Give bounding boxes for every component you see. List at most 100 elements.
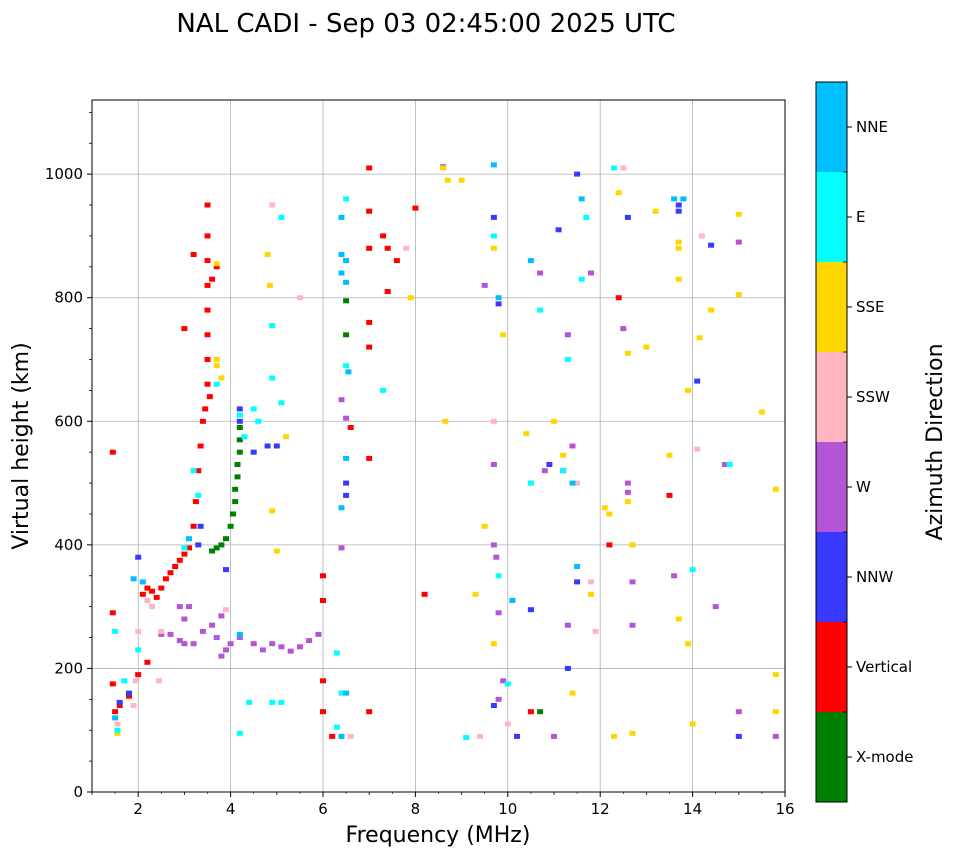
colorbar-segment-nne [816,82,847,173]
point-nnw [236,406,243,412]
point-vertical [202,406,209,412]
x-tick-label: 8 [411,800,421,818]
y-tick-label: 800 [54,289,83,307]
point-sse [689,721,696,727]
point-sse [213,363,220,369]
point-x-mode [213,545,220,551]
point-vertical [320,573,326,579]
point-nne [671,196,678,202]
point-w [481,282,488,288]
point-nnw [546,462,553,467]
point-w [564,332,571,338]
point-nne [574,564,581,569]
x-tick-label: 6 [318,800,328,818]
point-ssw [698,233,705,239]
point-e [333,650,340,656]
point-sse [442,418,449,424]
point-vertical [366,709,373,715]
point-e [583,214,590,220]
point-w [199,628,206,634]
point-nnw [675,208,682,214]
point-sse [675,245,682,251]
point-vertical [190,523,197,529]
point-e [255,418,262,424]
point-vertical [172,564,179,569]
point-w [158,631,165,637]
point-ssw [149,604,156,610]
point-vertical [384,289,391,294]
point-vertical [195,468,202,474]
point-e [195,492,202,498]
point-vertical [149,588,156,594]
point-vertical [153,594,160,600]
point-e [135,647,142,653]
point-sse [490,245,497,251]
point-e [190,468,197,474]
x-axis-label: Frequency (MHz) [346,823,531,848]
x-axis-ticks: 2 4 6 8 10 12 14 16 [91,792,795,818]
colorbar-segment-vertical [816,622,847,713]
colorbar-label: Azimuth Direction [923,343,948,540]
point-nne [338,214,345,220]
point-w [213,635,220,640]
x-tick-label: 4 [226,800,236,818]
point-vertical [366,455,373,461]
point-ssw [158,628,165,634]
point-e [269,699,276,705]
point-vertical [527,709,534,715]
point-nnw [574,579,581,585]
colorbar-tick-label: E [856,208,865,226]
point-vertical [204,332,211,338]
point-e [611,165,618,171]
point-w [186,604,192,610]
point-sse [213,357,220,362]
point-w [218,653,225,659]
point-vertical [366,319,373,325]
point-vertical [109,610,116,616]
point-nne [338,505,345,511]
point-sse [269,508,276,514]
point-ssw [114,721,121,727]
point-ssw [296,295,303,301]
point-e [269,375,276,381]
point-nnw [197,523,204,529]
point-e [112,628,119,634]
point-nnw [343,492,350,498]
point-nnw [195,542,202,548]
point-sse [213,261,220,267]
point-vertical [197,443,204,449]
point-nne [338,252,345,257]
point-e [333,724,340,730]
point-w [493,554,500,560]
point-sse [551,418,557,424]
point-sse [500,332,507,338]
point-e [463,735,470,741]
y-tick-label: 600 [54,412,83,430]
point-w [278,644,285,650]
point-sse [615,190,622,196]
point-vertical [366,208,373,214]
chart-title: NAL CADI - Sep 03 02:45:00 2025 UTC [176,9,675,39]
point-vertical [158,585,165,591]
point-e [250,406,257,412]
point-nnw [135,554,142,560]
point-vertical [666,492,673,498]
point-e [495,573,502,579]
point-e [278,699,285,705]
point-sse [772,672,779,678]
point-ssw [130,703,137,708]
point-sse [696,335,703,341]
point-x-mode [236,449,243,455]
point-w [500,678,507,684]
point-sse [560,452,567,458]
point-sse [458,177,465,183]
point-e [246,699,253,705]
point-w [223,647,229,653]
y-tick-label: 0 [73,783,83,801]
point-nne [130,576,137,582]
point-w [343,415,350,421]
point-e [527,480,534,486]
point-sse [675,616,682,622]
point-sse [606,511,613,517]
point-ssw [504,721,511,727]
